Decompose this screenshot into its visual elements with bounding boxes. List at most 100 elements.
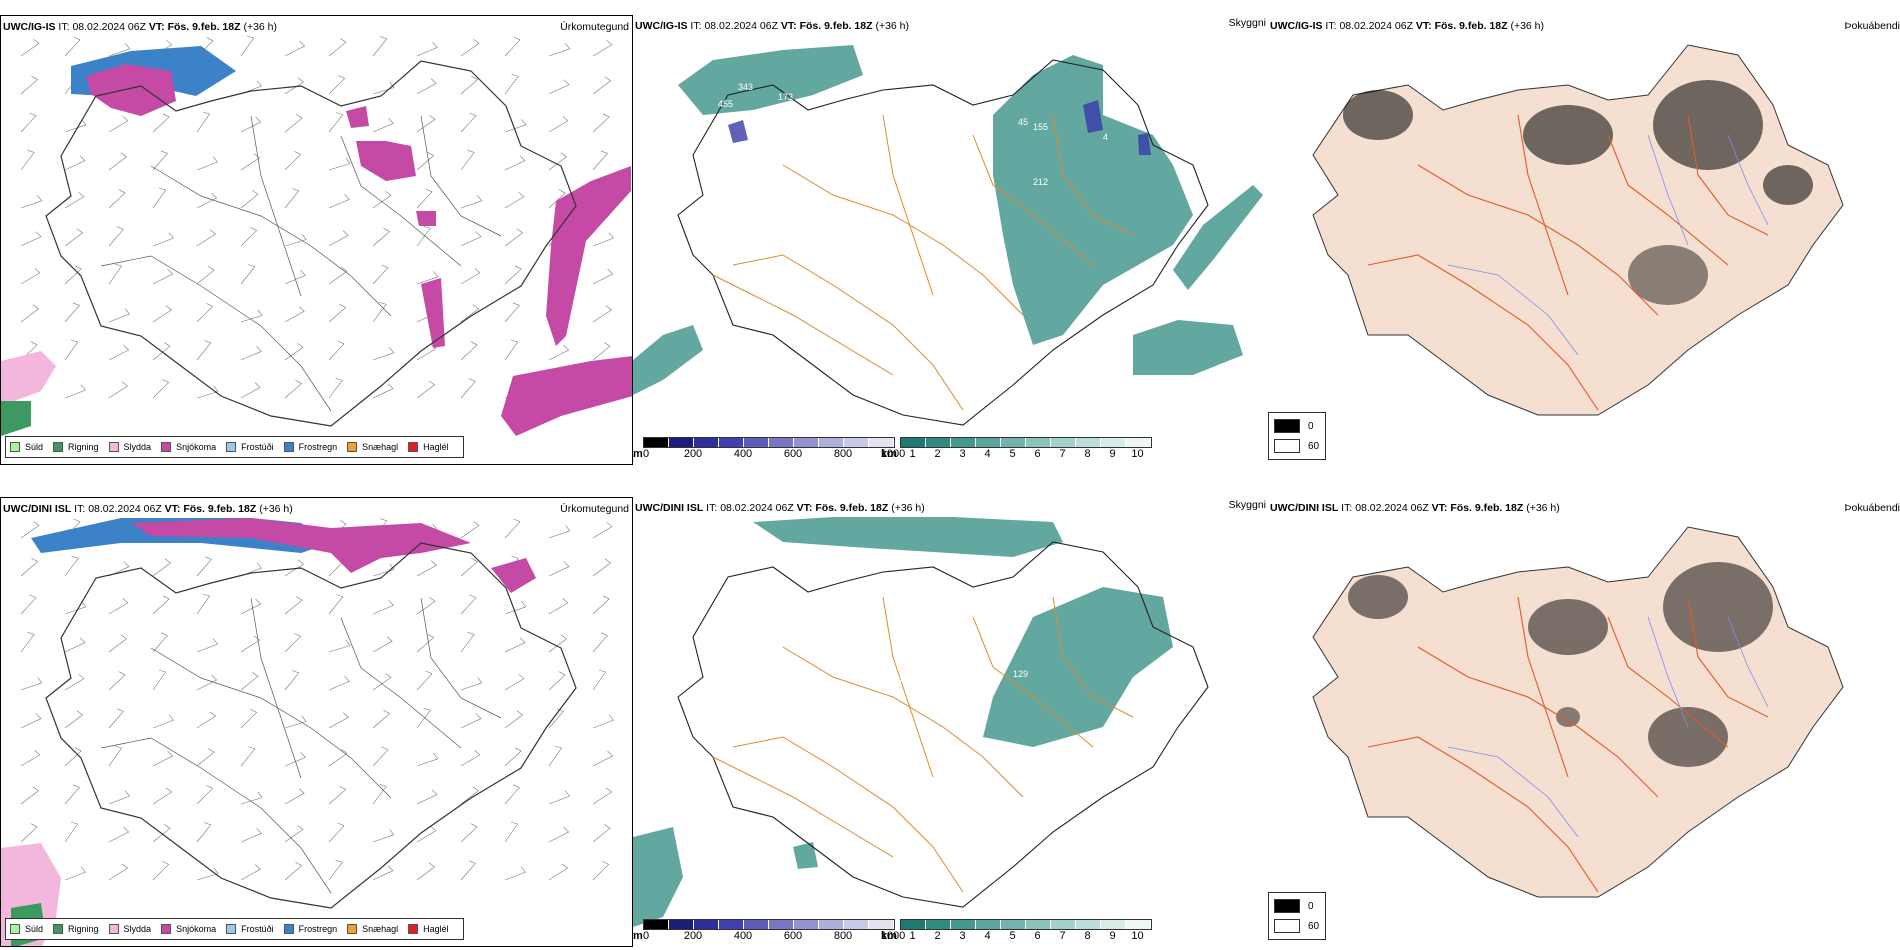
wind-barb <box>108 561 130 577</box>
wind-barb <box>240 562 262 577</box>
wind-barb <box>592 632 608 653</box>
wind-barb <box>592 750 614 767</box>
legend-label: Slydda <box>123 924 152 934</box>
cloud-value-label: 45 <box>1018 117 1028 127</box>
wind-barb <box>240 153 261 171</box>
fog-legend-label: 0 <box>1308 420 1314 432</box>
fog-legend-label: 60 <box>1308 920 1320 932</box>
wind-barb <box>64 673 85 691</box>
colorbar-tick-label: 1 <box>909 930 916 942</box>
colorbar-segment <box>901 920 926 929</box>
wind-barb <box>64 384 86 399</box>
legend-item: Slydda <box>108 442 152 452</box>
wind-barb <box>592 268 614 285</box>
colorbar-segment <box>1101 438 1126 447</box>
colorbar-segment <box>1076 438 1101 447</box>
wind-barb <box>196 867 219 881</box>
wind-barb <box>64 747 82 767</box>
cloud-value-label: 458 <box>943 257 958 267</box>
wind-barb <box>504 747 522 767</box>
cloud-value-label: 155 <box>1033 122 1048 132</box>
colorbar-tick-label: 9 <box>1109 930 1116 942</box>
legend-label: Frostúði <box>241 924 274 934</box>
wind-barb <box>284 715 307 729</box>
colorbar-segment <box>719 438 744 447</box>
colorbar-segment <box>694 438 719 447</box>
wind-barb <box>108 263 123 285</box>
legend-swatch <box>108 442 119 452</box>
precip-areas <box>1 518 536 946</box>
wind-barb <box>592 669 607 691</box>
wind-barb <box>416 560 437 577</box>
wind-barb <box>372 191 392 209</box>
wind-barb <box>20 150 35 171</box>
legend-label: Haglél <box>423 924 449 934</box>
colorbar-tick-label: 200 <box>683 930 703 942</box>
wind-barb <box>504 228 524 247</box>
map-header: UWC/DINI ISL IT: 08.02.2024 06Z VT: Fös.… <box>1270 502 1560 514</box>
wind-barb <box>460 304 480 323</box>
fog-legend-label: 0 <box>1308 900 1314 912</box>
wind-barb <box>196 111 211 133</box>
wind-barb <box>196 303 214 323</box>
wind-barb <box>328 157 351 171</box>
wind-barb <box>152 558 172 577</box>
fog-legend-item: 60 <box>1274 919 1319 933</box>
legend-swatch <box>226 442 237 452</box>
wind-barb <box>196 674 218 691</box>
legend-label: Snjókoma <box>176 924 217 934</box>
legend-swatch <box>226 924 237 934</box>
wind-barb <box>592 113 610 133</box>
wind-barb <box>284 670 300 691</box>
wind-barb <box>196 748 215 767</box>
cloud-value-label: 343 <box>738 82 753 92</box>
wind-barb <box>592 76 612 95</box>
wind-barb <box>460 594 477 615</box>
wind-barb <box>372 302 387 323</box>
fog-index-map-top: UWC/IG-IS IT: 08.02.2024 06Z VT: Fös. 9.… <box>1268 15 1900 465</box>
legend-swatch <box>408 924 419 934</box>
wind-barb <box>196 638 218 653</box>
wind-barb <box>284 559 305 577</box>
cloud-value-label: 142 <box>893 674 908 684</box>
wind-barb <box>548 43 571 57</box>
visibility-map-svg: 288 129 142 35 16 <box>633 517 1209 927</box>
wind-barb <box>372 563 395 577</box>
wind-barb <box>460 112 477 133</box>
colorbar-tick-label: 4 <box>984 930 991 942</box>
wind-barb <box>20 632 35 653</box>
wind-barb <box>284 788 305 805</box>
wind-barb <box>240 190 259 209</box>
colorbar-segment <box>644 438 669 447</box>
map-header: UWC/DINI ISL IT: 08.02.2024 06Z VT: Fös.… <box>3 503 293 515</box>
wind-barb <box>328 303 347 323</box>
fog-areas <box>1343 80 1813 305</box>
legend-swatch <box>108 924 119 934</box>
wind-barb <box>64 866 86 881</box>
colorbar-segment <box>744 920 769 929</box>
wind-barb <box>548 189 566 209</box>
legend-label: Súld <box>25 924 44 934</box>
wind-barb <box>152 113 170 133</box>
wind-barb <box>240 709 258 729</box>
wind-barb <box>108 381 129 399</box>
wind-barb <box>108 152 128 171</box>
wind-barb <box>372 81 395 95</box>
legend-label: Frostregn <box>298 924 338 934</box>
wind-barb <box>64 36 81 57</box>
wind-barb <box>108 826 130 843</box>
wind-barb <box>64 556 79 577</box>
rivers <box>1447 134 1769 356</box>
colorbar-segment <box>951 920 976 929</box>
legend-swatch <box>161 924 172 934</box>
wind-barb <box>108 671 126 691</box>
wind-barb <box>548 671 566 691</box>
legend-label: Slydda <box>123 442 152 452</box>
wind-barb <box>20 749 41 767</box>
wind-barb <box>460 786 480 805</box>
wind-barb <box>416 380 436 399</box>
colorbar-tick-label: 7 <box>1059 930 1066 942</box>
wind-barb <box>152 750 174 767</box>
colorbar-tick-label: 400 <box>733 448 753 460</box>
wind-barb <box>152 379 170 399</box>
